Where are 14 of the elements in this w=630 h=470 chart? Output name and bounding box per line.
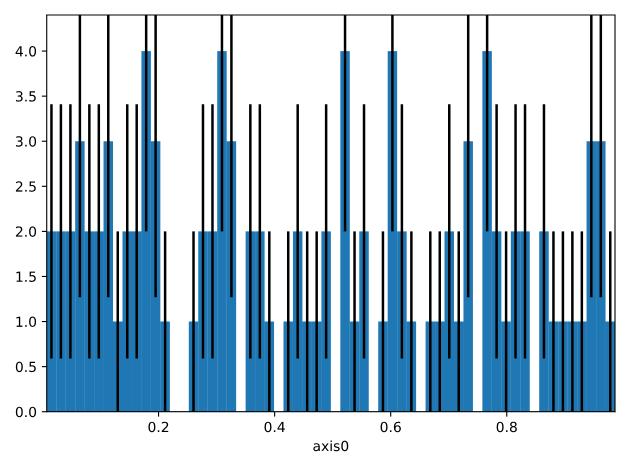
y-tick-label: 0.0 [16, 406, 36, 418]
x-tick-label: 0.2 [148, 422, 168, 432]
y-tick-label: 4.0 [16, 46, 36, 57]
x-tick-label: 0.6 [380, 422, 401, 432]
y-tick-label: 2.0 [16, 226, 36, 237]
y-tick-label: 1.0 [16, 316, 36, 328]
x-tick-label: 0.8 [496, 422, 517, 432]
x-tick-label: 0.4 [264, 422, 285, 432]
y-tick-label: 2.5 [16, 181, 36, 192]
y-tick-label: 0.5 [16, 362, 36, 372]
x-axis-title: axis0 [313, 440, 348, 452]
y-tick-label: 3.0 [16, 136, 36, 147]
y-tick-label: 1.5 [16, 272, 36, 282]
y-tick-label: 3.5 [16, 91, 36, 102]
